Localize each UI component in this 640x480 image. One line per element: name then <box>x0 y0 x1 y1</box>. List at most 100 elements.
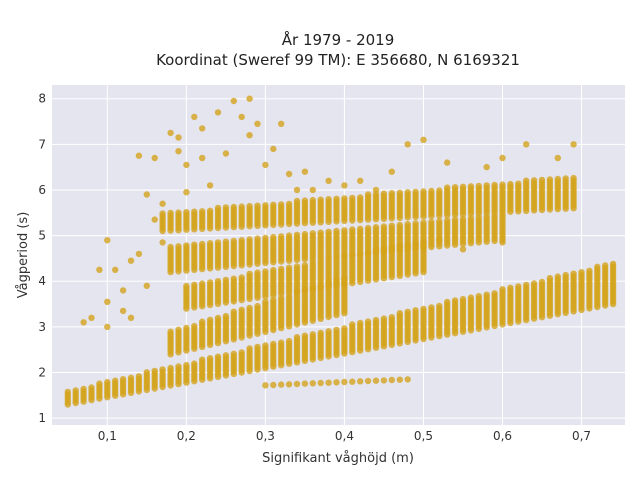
data-point <box>238 113 245 121</box>
data-point <box>523 141 530 148</box>
data-point <box>388 222 395 229</box>
data-point <box>554 154 561 162</box>
data-point <box>301 197 309 204</box>
data-point <box>404 141 411 148</box>
data-point <box>357 225 364 232</box>
data-point <box>88 314 95 321</box>
data-point <box>246 345 253 352</box>
data-point <box>199 240 206 248</box>
data-point <box>404 189 411 196</box>
data-point <box>499 154 506 162</box>
data-point <box>570 141 577 148</box>
data-point <box>357 378 364 385</box>
data-point <box>404 308 411 315</box>
data-point <box>451 216 459 223</box>
data-point <box>183 242 190 249</box>
data-point <box>459 246 467 253</box>
data-point <box>538 278 546 286</box>
data-point <box>262 202 269 209</box>
data-point <box>254 269 261 276</box>
x-tick-label: 0,6 <box>493 429 512 443</box>
data-point <box>388 168 395 175</box>
data-point <box>530 177 538 184</box>
data-point <box>88 384 95 391</box>
data-point <box>483 182 490 189</box>
data-point <box>483 163 490 171</box>
data-point <box>151 216 158 223</box>
data-point <box>246 304 253 312</box>
data-point <box>428 218 435 226</box>
data-point <box>285 200 293 208</box>
data-point <box>230 308 237 315</box>
data-point <box>491 181 498 189</box>
data-point <box>191 322 198 330</box>
data-point <box>459 295 467 303</box>
data-point <box>246 270 253 277</box>
data-point <box>396 376 403 383</box>
y-tick-label: 5 <box>38 229 46 243</box>
data-point <box>341 378 348 386</box>
data-point <box>436 187 443 194</box>
data-point <box>246 202 253 210</box>
data-point <box>230 203 237 211</box>
data-point <box>230 97 237 105</box>
data-point <box>159 200 166 207</box>
data-point <box>333 227 340 235</box>
data-point <box>309 331 316 338</box>
data-point <box>175 134 182 141</box>
data-point <box>206 182 214 189</box>
data-point <box>475 182 482 190</box>
data-point <box>412 307 419 314</box>
data-point <box>538 176 546 184</box>
data-point <box>270 201 277 208</box>
data-point <box>175 363 182 370</box>
data-point <box>578 269 585 276</box>
data-point <box>523 177 530 184</box>
data-point <box>317 196 324 203</box>
data-point <box>191 360 198 367</box>
data-point <box>96 380 103 387</box>
data-point <box>301 262 309 269</box>
data-point <box>364 191 372 198</box>
data-point <box>444 159 451 166</box>
data-point <box>96 266 103 273</box>
data-point <box>191 113 198 121</box>
data-point <box>507 284 514 291</box>
data-point <box>119 287 127 294</box>
data-point <box>341 325 348 332</box>
data-point <box>262 268 269 275</box>
data-point <box>254 343 261 351</box>
data-point <box>278 339 285 346</box>
data-point <box>317 229 324 236</box>
data-point <box>357 194 364 201</box>
data-point <box>372 186 380 194</box>
data-point <box>254 235 261 242</box>
data-point <box>293 231 301 238</box>
data-point <box>428 187 435 195</box>
data-point <box>151 367 158 375</box>
data-point <box>254 202 261 209</box>
data-points <box>64 95 617 408</box>
y-tick-label: 6 <box>38 183 46 197</box>
data-point <box>230 350 237 357</box>
data-point <box>159 366 166 373</box>
data-point <box>119 307 127 315</box>
data-point <box>364 377 372 385</box>
data-point <box>562 175 569 182</box>
data-point <box>404 221 411 228</box>
data-point <box>214 353 222 360</box>
data-point <box>238 237 245 244</box>
data-point <box>388 376 395 384</box>
data-point <box>222 312 230 320</box>
y-axis-tick-labels: 1 2 3 4 5 6 7 8 <box>38 92 46 425</box>
data-point <box>293 186 301 194</box>
data-point <box>412 188 419 196</box>
data-point <box>214 239 222 246</box>
data-point <box>372 316 380 324</box>
y-tick-label: 1 <box>38 411 46 425</box>
y-tick-label: 7 <box>38 137 46 151</box>
data-point <box>285 232 293 239</box>
data-point <box>214 278 222 285</box>
data-point <box>183 361 190 369</box>
data-point <box>214 109 222 116</box>
